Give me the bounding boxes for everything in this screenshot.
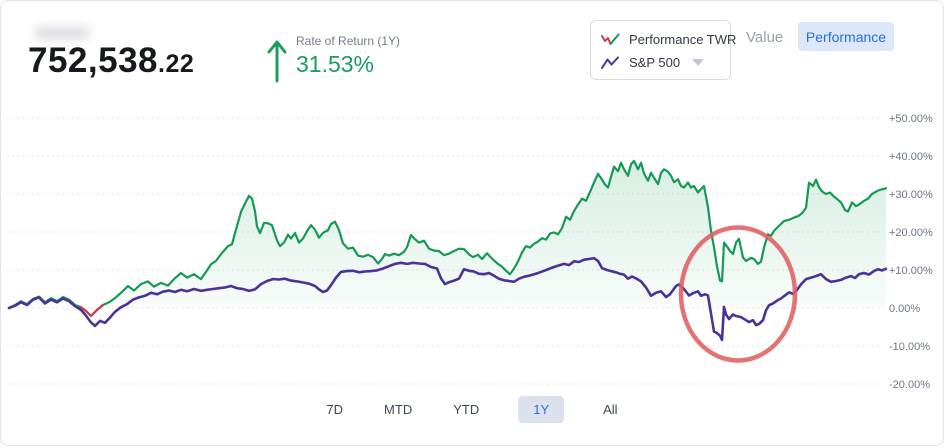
portfolio-value: 752,538.22: [28, 41, 194, 81]
rate-of-return-texts: Rate of Return (1Y) 31.53%: [296, 34, 400, 78]
y-axis-tick-label: +20.00%: [889, 227, 933, 239]
y-axis-tick-label: +10.00%: [889, 265, 933, 277]
up-arrow-icon: [267, 40, 287, 83]
purple-zigzag-line-icon: [601, 56, 619, 69]
rate-of-return-value: 31.53%: [296, 51, 375, 77]
y-axis-tick-label: -20.00%: [889, 379, 930, 391]
portfolio-value-decimals: .22: [158, 50, 195, 78]
toggle-value-button[interactable]: Value: [746, 29, 784, 46]
rate-of-return-block: Rate of Return (1Y) 31.53%: [265, 34, 400, 83]
time-range-7d[interactable]: 7D: [326, 402, 344, 417]
y-axis-tick-label: +30.00%: [889, 189, 933, 201]
legend-label-sp500: S&P 500: [629, 55, 681, 70]
performance-twr-negative-segment: [79, 303, 105, 318]
y-axis-tick-label: +40.00%: [889, 151, 933, 163]
blurred-account-label: [35, 27, 89, 39]
legend-row-performance-twr: Performance TWR: [601, 28, 736, 51]
time-range-ytd[interactable]: YTD: [453, 402, 480, 417]
sp500-line: [7, 256, 888, 342]
chart-legend: Performance TWR S&P 500: [590, 20, 736, 80]
time-range-selector: 7D MTD YTD 1Y All: [1, 396, 943, 423]
y-axis-tick-label: -10.00%: [889, 341, 930, 353]
annotation-ellipse: [678, 225, 798, 363]
performance-twr-area-fill: [9, 160, 886, 316]
legend-row-sp500[interactable]: S&P 500: [601, 51, 730, 74]
time-range-all[interactable]: All: [603, 402, 618, 417]
performance-chart[interactable]: +50.00% +40.00% +30.00% +20.00% +10.00% 0.00%…: [1, 104, 943, 404]
legend-label-performance-twr: Performance TWR: [629, 32, 737, 47]
portfolio-value-main: 752,538: [28, 41, 159, 80]
time-range-mtd[interactable]: MTD: [384, 402, 413, 417]
y-axis-tick-label: +50.00%: [889, 113, 933, 125]
performance-chart-svg: +50.00% +40.00% +30.00% +20.00% +10.00% 0.00%…: [7, 113, 933, 391]
chevron-down-icon[interactable]: [692, 59, 705, 66]
performance-twr-line: [7, 159, 888, 318]
y-axis-tick-label: 0.00%: [889, 303, 920, 315]
toggle-performance-button[interactable]: Performance: [798, 22, 894, 51]
rate-of-return-label: Rate of Return (1Y): [296, 34, 401, 48]
time-range-1y[interactable]: 1Y: [518, 396, 565, 423]
red-green-zigzag-line-icon: [601, 33, 620, 45]
